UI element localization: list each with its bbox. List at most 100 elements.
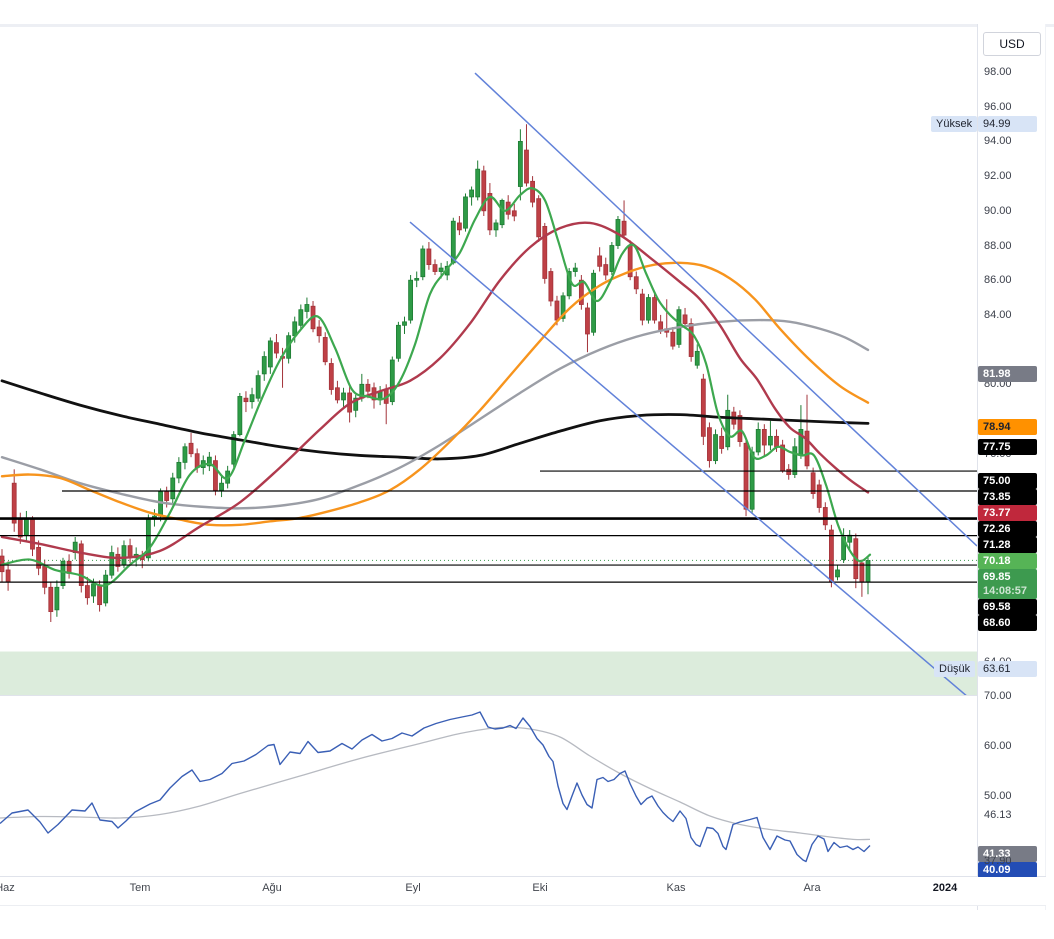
candle[interactable]	[115, 547, 121, 572]
candle[interactable]	[322, 332, 328, 366]
price-pane[interactable]	[0, 72, 977, 703]
candle[interactable]	[597, 247, 603, 272]
candle[interactable]	[560, 292, 566, 322]
candle[interactable]	[219, 476, 224, 498]
candle[interactable]	[652, 292, 657, 324]
candle[interactable]	[548, 268, 554, 307]
candle[interactable]	[267, 337, 273, 374]
candle[interactable]	[725, 394, 731, 451]
candle[interactable]	[786, 464, 792, 480]
candle[interactable]	[213, 455, 218, 496]
candle[interactable]	[298, 304, 304, 331]
indicator-pane[interactable]	[0, 711, 871, 863]
candle[interactable]	[463, 193, 468, 232]
candle[interactable]	[11, 469, 17, 532]
candle[interactable]	[182, 443, 188, 470]
candle[interactable]	[249, 387, 255, 409]
candle[interactable]	[536, 195, 542, 243]
candle[interactable]	[103, 569, 109, 607]
candle[interactable]	[475, 160, 481, 201]
candle[interactable]	[810, 467, 816, 499]
candle[interactable]	[719, 427, 725, 454]
candle[interactable]	[426, 242, 432, 270]
candle[interactable]	[188, 432, 194, 458]
candle[interactable]	[707, 422, 712, 468]
candle[interactable]	[499, 198, 505, 229]
candle[interactable]	[761, 424, 767, 458]
candle[interactable]	[420, 245, 426, 281]
candle[interactable]	[469, 186, 474, 206]
candle[interactable]	[5, 561, 11, 591]
chart-canvas[interactable]	[0, 0, 977, 876]
candle[interactable]	[511, 203, 517, 222]
candle[interactable]	[231, 431, 237, 468]
candle[interactable]	[603, 257, 609, 281]
candle[interactable]	[170, 472, 176, 505]
candle[interactable]	[328, 358, 334, 395]
candle[interactable]	[585, 302, 590, 353]
candle[interactable]	[261, 351, 267, 381]
candle[interactable]	[23, 510, 29, 543]
candle[interactable]	[792, 438, 798, 478]
candle[interactable]	[396, 321, 401, 362]
candle[interactable]	[487, 183, 493, 236]
descending-channel-upper[interactable]	[474, 72, 977, 547]
candle[interactable]	[737, 410, 743, 447]
candle[interactable]	[316, 320, 322, 343]
currency-unit-button[interactable]: USD	[983, 32, 1041, 56]
candle[interactable]	[237, 392, 243, 437]
candle[interactable]	[829, 524, 834, 588]
time-axis[interactable]: Haz Tem Ağu Eyl Eki Kas Ara 2024	[0, 877, 1046, 905]
candle[interactable]	[72, 536, 78, 560]
candle[interactable]	[743, 439, 749, 517]
candle[interactable]	[176, 457, 182, 484]
candle[interactable]	[243, 391, 249, 413]
candle[interactable]	[481, 165, 487, 217]
candle[interactable]	[377, 386, 383, 406]
candle[interactable]	[341, 387, 346, 407]
candle[interactable]	[609, 242, 615, 275]
candle[interactable]	[456, 216, 462, 236]
price-axis[interactable]: 98.00 96.00 94.00 92.00 90.00 88.00 86.00 84.00…	[978, 24, 1045, 878]
candle[interactable]	[646, 294, 651, 324]
candle[interactable]	[524, 124, 529, 187]
candle[interactable]	[591, 269, 596, 336]
candle[interactable]	[798, 405, 804, 459]
candle[interactable]	[713, 429, 718, 465]
pane-separator[interactable]	[0, 695, 977, 696]
candle[interactable]	[835, 564, 840, 581]
candle[interactable]	[206, 451, 212, 472]
candle[interactable]	[816, 479, 822, 513]
candle[interactable]	[432, 259, 438, 275]
candle[interactable]	[109, 545, 115, 579]
candle[interactable]	[84, 576, 90, 605]
candle[interactable]	[694, 344, 700, 369]
candle[interactable]	[822, 502, 828, 531]
candle[interactable]	[304, 297, 310, 319]
candle[interactable]	[780, 439, 786, 473]
candlestick-series[interactable]	[0, 124, 871, 622]
candle[interactable]	[121, 540, 127, 569]
descending-channel-lower[interactable]	[409, 221, 975, 703]
candle[interactable]	[542, 222, 548, 284]
candle[interactable]	[578, 274, 584, 310]
candle[interactable]	[633, 271, 639, 295]
candle[interactable]	[768, 420, 773, 451]
candle[interactable]	[389, 356, 395, 406]
candle[interactable]	[530, 176, 535, 208]
candle[interactable]	[54, 580, 60, 617]
candle[interactable]	[639, 288, 645, 326]
candle[interactable]	[402, 316, 407, 334]
candle[interactable]	[127, 538, 133, 564]
candle[interactable]	[78, 540, 84, 593]
candle[interactable]	[353, 394, 359, 418]
candle[interactable]	[804, 394, 810, 470]
candle[interactable]	[670, 327, 676, 350]
candle[interactable]	[572, 262, 578, 277]
candle[interactable]	[700, 373, 706, 446]
candle[interactable]	[335, 380, 340, 404]
candle[interactable]	[371, 382, 377, 409]
candle[interactable]	[255, 370, 261, 402]
candle[interactable]	[408, 274, 414, 324]
candle[interactable]	[517, 129, 523, 201]
